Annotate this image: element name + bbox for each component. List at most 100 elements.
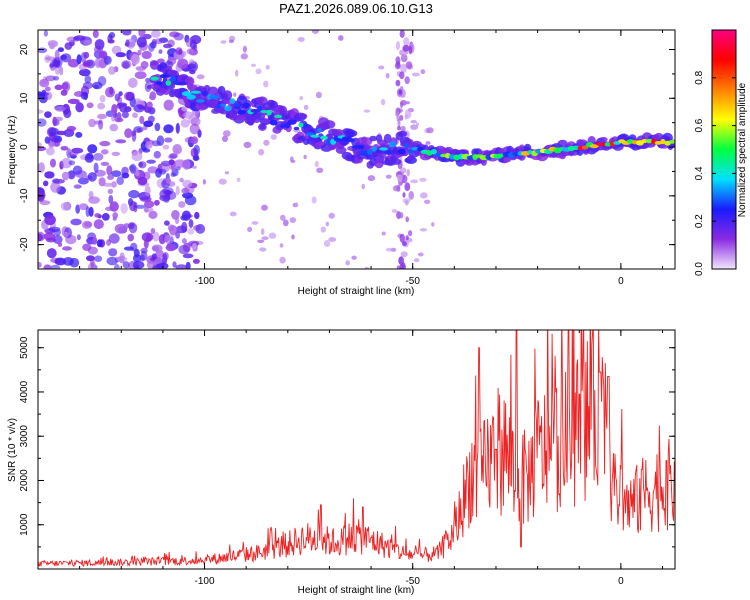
sparse-blob [279,256,286,264]
streak-blob [402,44,410,52]
noise-blob [152,231,160,242]
noise-blob [83,39,93,45]
noise-blob [84,75,92,84]
ridge-core [156,81,163,86]
sparse-blob [323,240,331,247]
noise-blob [86,102,94,109]
noise-blob [67,170,76,180]
noise-blob [158,234,166,245]
noise-blob [49,264,61,269]
streak-blob [406,169,411,177]
streak-blob [394,61,401,70]
noise-blob [168,159,175,166]
noise-blob [182,192,194,199]
noise-blob [61,82,69,90]
colorbar-ticks: 0.0 0.2 0.4 0.6 0.8 [694,70,736,276]
ridge-core [417,146,424,152]
noise-blob [123,246,134,251]
noise-blob [93,162,99,173]
noise-blob [182,253,194,259]
noise-blob [181,238,187,244]
noise-blob [73,35,86,41]
ridge-core [404,142,409,149]
noise-blob [38,47,48,54]
noise-blob [44,214,56,226]
noise-blob [119,252,125,261]
sparse-blob [280,214,286,221]
noise-blob [96,239,103,248]
ridge-halo [383,133,392,144]
streak-blob [395,111,400,117]
noise-blob [87,144,98,154]
noise-blob [54,116,63,122]
ridge-core [269,119,278,126]
noise-blob [132,112,138,119]
sparse-blob [297,37,305,42]
noise-blob [44,111,52,118]
ridge-halo [184,76,195,86]
noise-blob [173,32,184,41]
streak-blob [399,264,406,269]
noise-blob [63,231,69,238]
noise-blob [121,172,130,179]
noise-blob [108,233,120,244]
noise-blob [97,113,107,120]
ridge-core [645,138,653,144]
noise-blob [94,255,103,262]
sparse-blob [270,134,277,140]
noise-blob [165,177,171,184]
sparse-blob [431,222,435,227]
noise-blob [110,111,116,122]
streak-blob [404,76,410,85]
noise-blob [151,244,163,252]
noise-blob [108,195,114,204]
ridge-halo [599,137,608,142]
sparse-blob [380,98,386,106]
streak-blob [396,211,402,220]
ridge-core [357,145,365,149]
noise-blob [38,109,44,114]
sparse-blob [405,101,410,105]
ridge-core [280,124,286,128]
noise-blob [116,176,124,185]
noise-blob [52,57,63,68]
snr-line [38,330,675,568]
sparse-blob [315,91,322,99]
ytick-label: 3000 [19,425,30,448]
noise-blob [114,93,121,102]
noise-blob [155,249,164,258]
noise-blob [143,200,155,208]
noise-blob [155,168,162,178]
sparse-blob [250,63,257,67]
noise-blob [38,233,44,242]
streak-blob [398,256,405,266]
noise-blob [151,253,157,260]
ridge-halo [374,158,384,169]
snr-xlabel: Height of straight line (km) [298,585,415,596]
noise-blob [45,86,51,92]
noise-blob [87,172,97,182]
ridge-core [398,148,406,155]
noise-blob [101,213,110,221]
noise-blob [135,204,146,209]
xtick-label: 0 [618,576,624,587]
spectrogram-ylabel: Frequency (Hz) [7,116,18,185]
noise-blob [123,91,134,101]
noise-blob [189,123,200,135]
ridge-core [348,138,355,143]
spectrogram-frame [37,29,676,270]
ridge-core [654,141,663,145]
sparse-blob [261,236,269,241]
sparse-blob [351,255,357,260]
noise-blob [75,102,84,113]
noise-blob [156,135,165,146]
noise-blob [181,221,188,233]
noise-blob [131,131,137,142]
noise-blob [115,139,127,144]
noise-blob [82,61,91,67]
sparse-blob [233,92,237,97]
ridge-core [595,142,602,146]
noise-blob [127,233,134,242]
ytick-label: 20 [19,44,30,56]
